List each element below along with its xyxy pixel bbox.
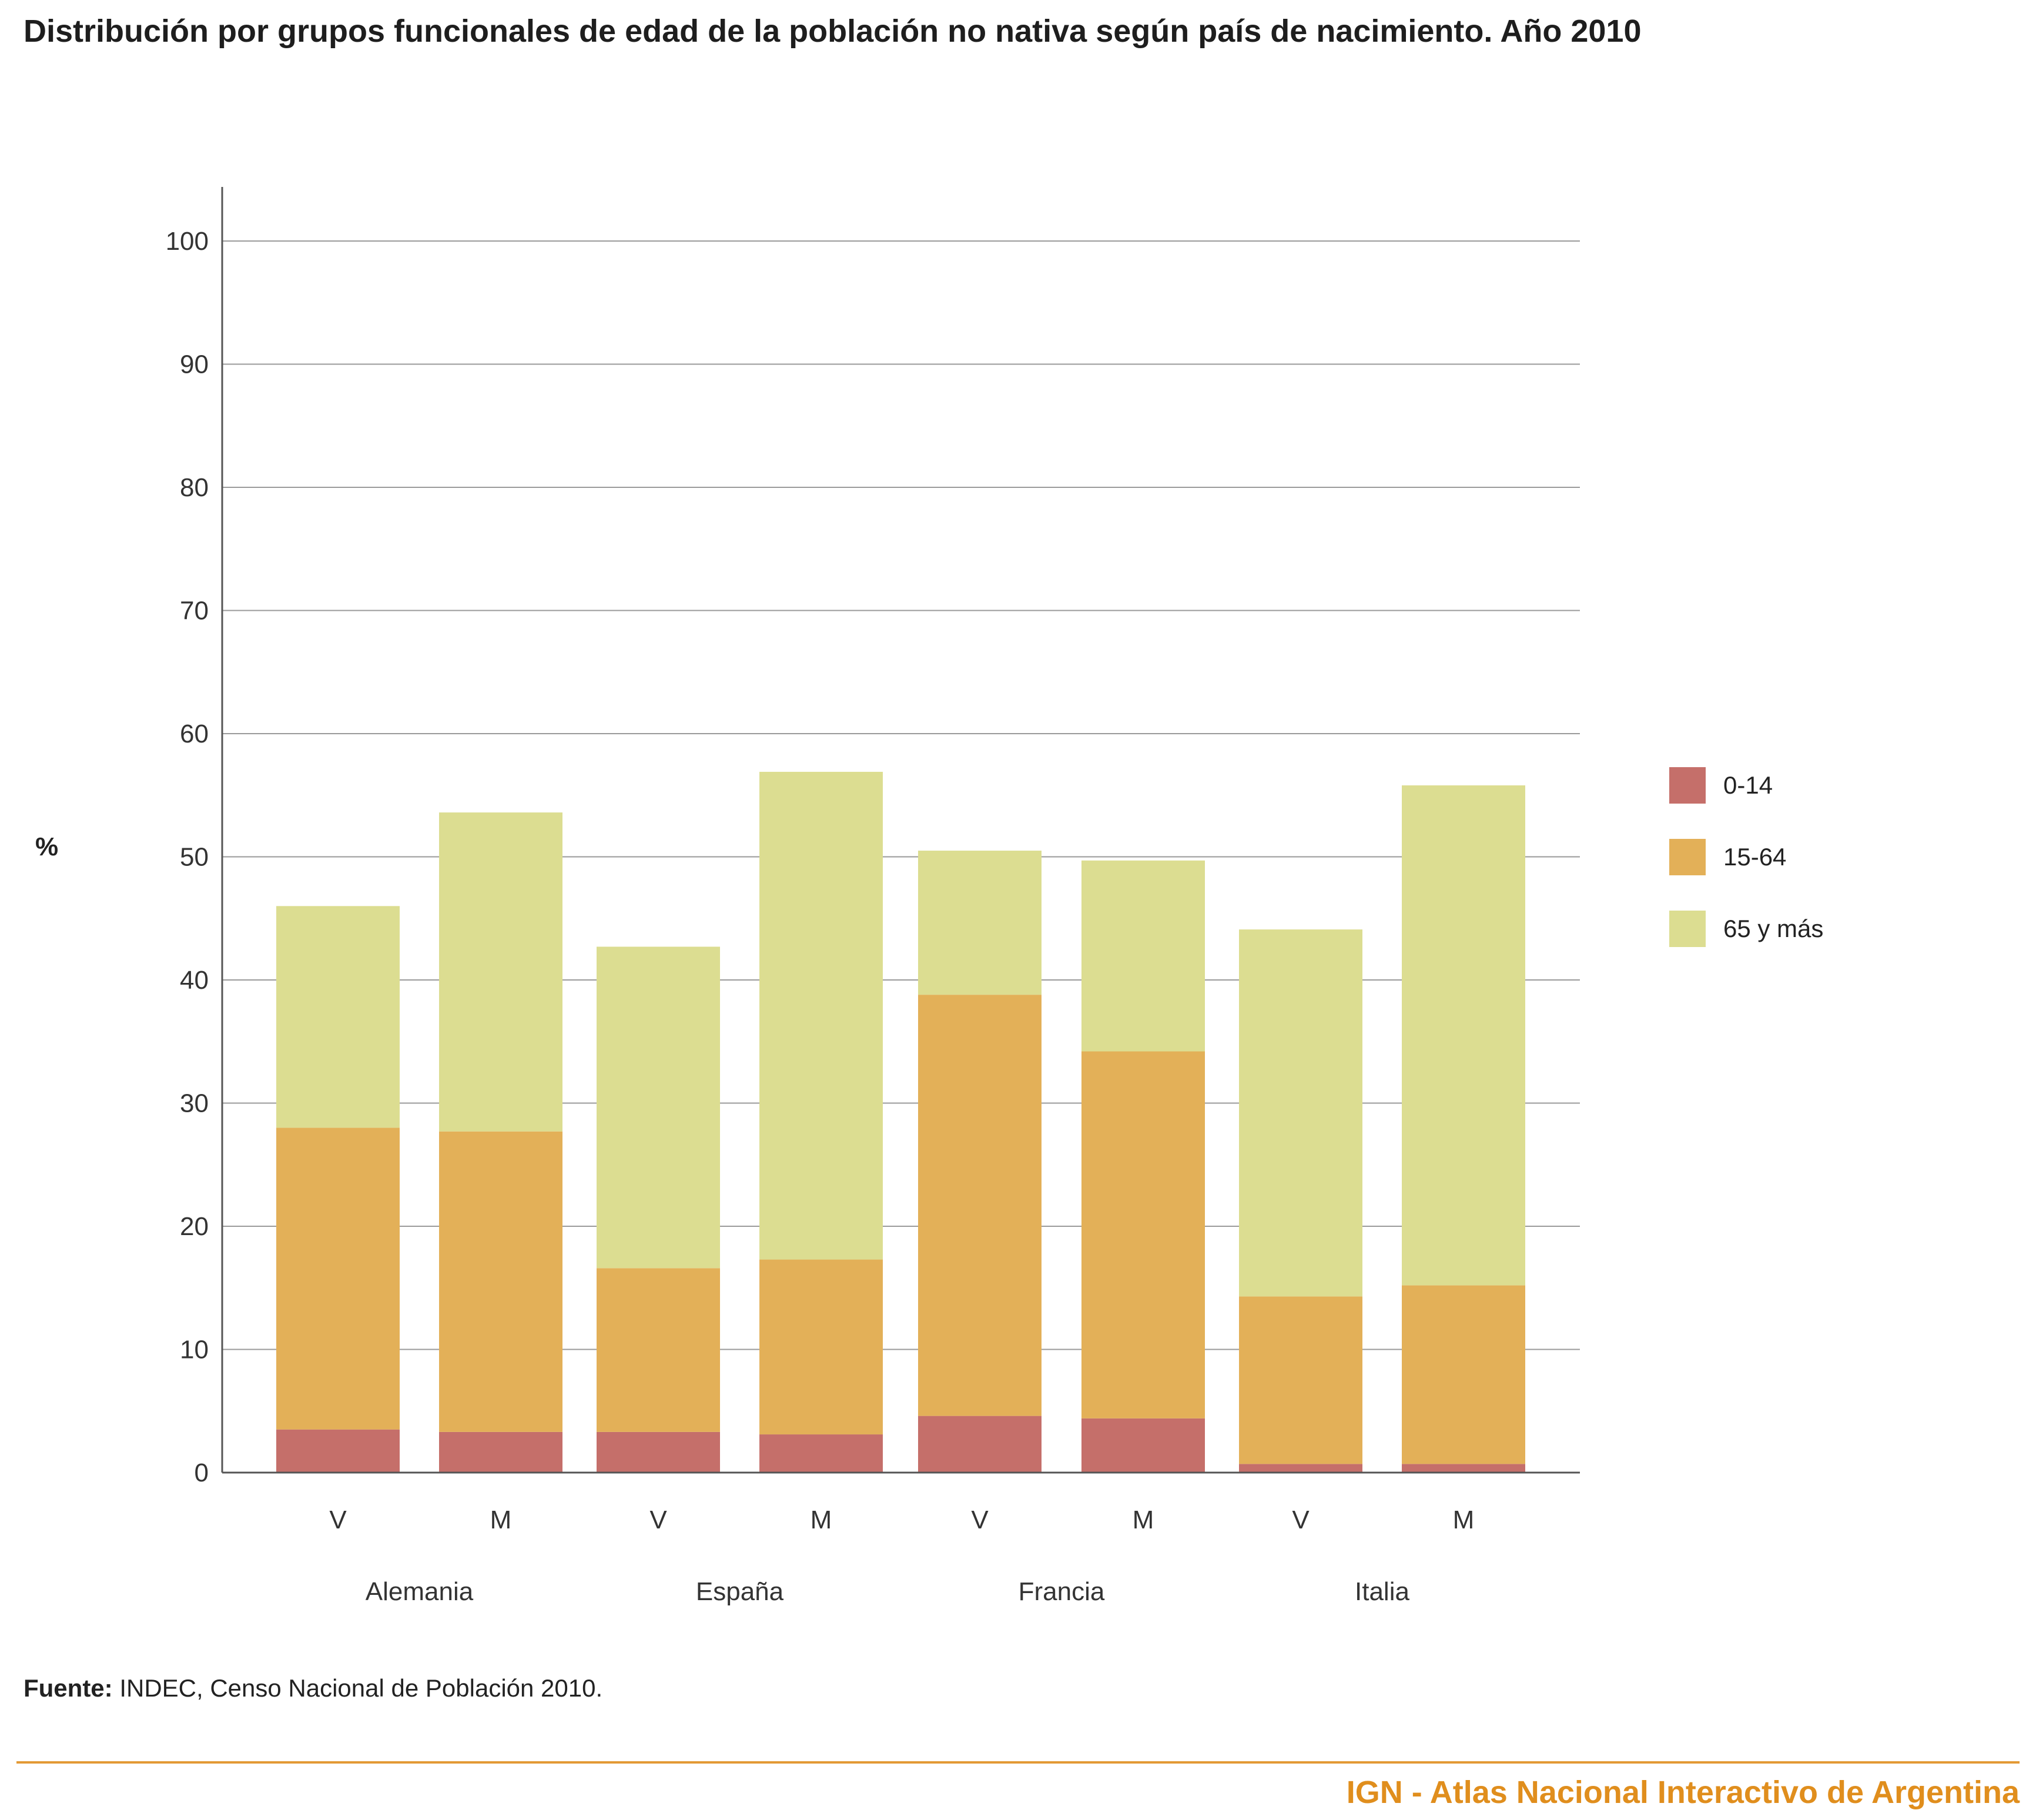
source-text: INDEC, Censo Nacional de Población 2010.: [112, 1674, 603, 1702]
legend: 0-14 15-64 65 y más: [1669, 767, 1823, 982]
y-tick-label: 90: [180, 350, 209, 379]
bar-segment: [1239, 1296, 1362, 1464]
x-tick-label: V: [1292, 1505, 1310, 1534]
chart-title: Distribución por grupos funcionales de e…: [24, 14, 1642, 49]
legend-label-0-14: 0-14: [1723, 771, 1773, 799]
y-tick-label: 50: [180, 843, 209, 872]
x-tick-label: V: [329, 1505, 347, 1534]
y-tick-label: 0: [195, 1458, 209, 1487]
bars: [276, 771, 1525, 1473]
x-tick-label: V: [971, 1505, 989, 1534]
bar-segment: [1402, 1464, 1525, 1473]
bar-segment: [1081, 1051, 1205, 1418]
bar-segment: [759, 771, 883, 1260]
x-tick-label: M: [1453, 1505, 1475, 1534]
bar-segment: [597, 1268, 720, 1432]
bar-segment: [439, 1131, 562, 1432]
axes: [221, 187, 1580, 1474]
bar-segment: [276, 1128, 400, 1430]
bar-segment: [1402, 1285, 1525, 1464]
bar-segment: [918, 851, 1042, 995]
group-label: Italia: [1355, 1577, 1409, 1606]
bar-segment: [439, 812, 562, 1132]
bar-segment: [439, 1431, 562, 1473]
legend-swatch-65-y-mas: [1669, 911, 1706, 947]
legend-item-65-y-mas: 65 y más: [1669, 911, 1823, 947]
legend-item-0-14: 0-14: [1669, 767, 1823, 804]
x-tick-label: V: [649, 1505, 667, 1534]
y-tick-label: 30: [180, 1089, 209, 1118]
bar-segment: [597, 1431, 720, 1473]
x-tick-label: M: [490, 1505, 512, 1534]
group-label: Alemania: [366, 1577, 474, 1606]
y-tick-label: 20: [180, 1212, 209, 1241]
gridlines: [222, 240, 1580, 1350]
y-tick-label: 80: [180, 473, 209, 502]
footer-divider: [16, 1761, 2020, 1764]
bar-segment: [597, 946, 720, 1269]
footer-credit: IGN - Atlas Nacional Interactivo de Arge…: [1346, 1775, 2020, 1810]
bar-segment: [1239, 1464, 1362, 1473]
group-label: España: [696, 1577, 784, 1606]
x-tick-label: M: [811, 1505, 832, 1534]
y-tick-label: 70: [180, 597, 209, 625]
legend-label-65-y-mas: 65 y más: [1723, 915, 1824, 942]
legend-item-15-64: 15-64: [1669, 839, 1823, 875]
bar-segment: [1081, 860, 1205, 1052]
source-note: Fuente: INDEC, Censo Nacional de Poblaci…: [24, 1674, 602, 1702]
legend-swatch-15-64: [1669, 839, 1706, 875]
legend-swatch-0-14: [1669, 767, 1706, 804]
y-tick-label: 100: [166, 227, 209, 256]
bar-segment: [918, 1416, 1042, 1473]
y-tick-label: 40: [180, 966, 209, 995]
bar-segment: [918, 995, 1042, 1416]
source-label: Fuente:: [24, 1674, 113, 1702]
bar-segment: [1081, 1418, 1205, 1473]
bar-segment: [759, 1434, 883, 1473]
bar-segment: [759, 1259, 883, 1435]
axis-labels: 0 10 20 30 40 50 60 70 80 90 100 V M V M V M V M Alemania Es…: [35, 227, 1474, 1606]
y-tick-label: 60: [180, 720, 209, 748]
y-axis-label: %: [35, 832, 58, 861]
bar-segment: [1402, 785, 1525, 1286]
legend-label-15-64: 15-64: [1723, 843, 1787, 871]
bar-segment: [276, 906, 400, 1128]
group-label: Francia: [1019, 1577, 1105, 1606]
bar-segment: [1239, 929, 1362, 1297]
x-tick-label: M: [1133, 1505, 1154, 1534]
y-tick-label: 10: [180, 1336, 209, 1364]
bar-segment: [276, 1429, 400, 1473]
